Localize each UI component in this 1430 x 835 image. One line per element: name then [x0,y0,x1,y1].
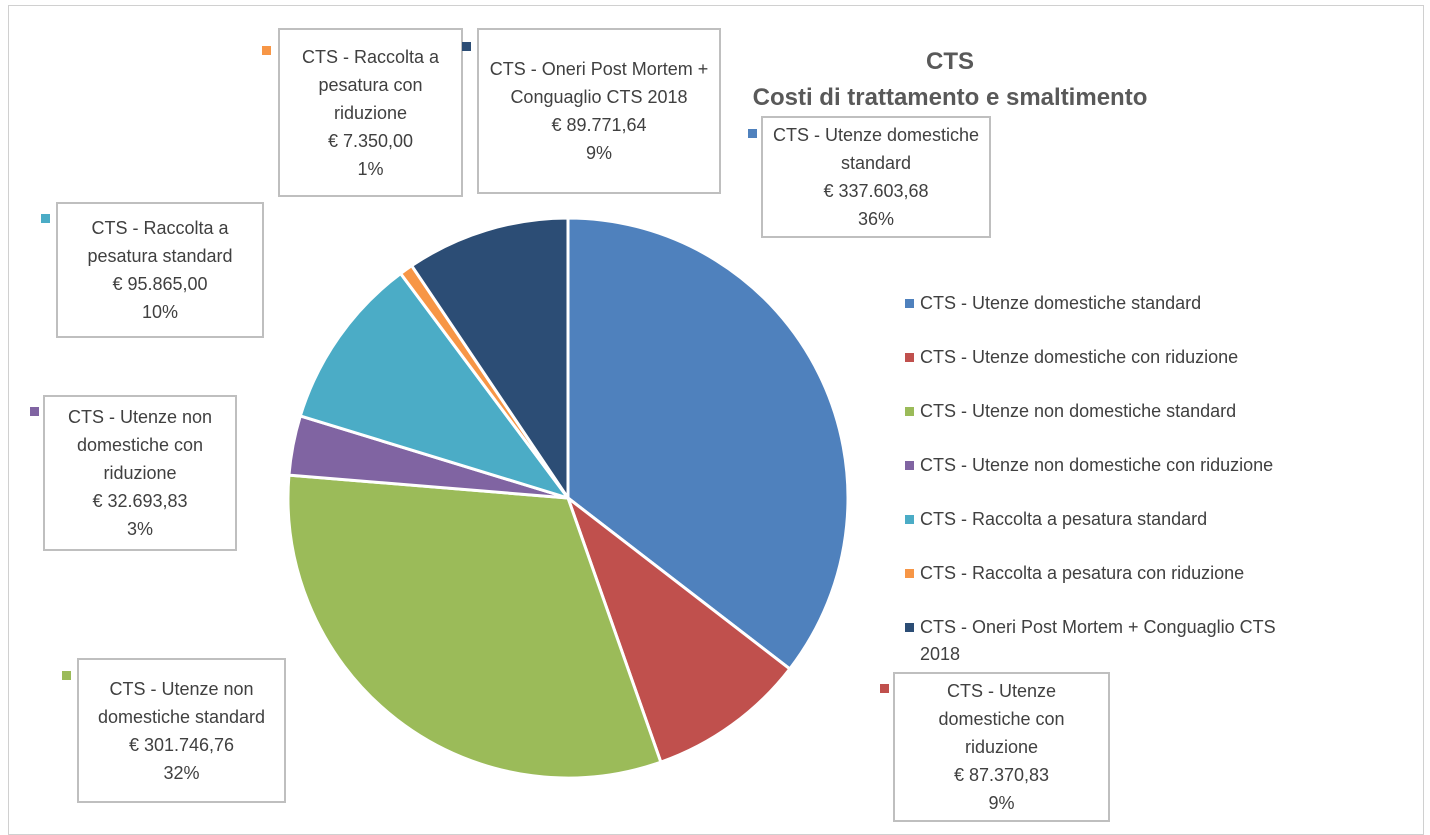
callout-percent: 36% [857,209,895,229]
data-callout: CTS - Raccolta a pesatura standard € 95.8… [56,202,264,338]
callout-category: CTS - Utenze domestiche con riduzione [938,681,1065,757]
chart-subtitle: Costi di trattamento e smaltimento [752,84,1148,111]
pie-slice [298,271,572,501]
callout-marker [880,684,889,693]
legend-entry: CTS - Utenze domestiche standard [920,293,1202,313]
callout-category: CTS - Raccolta a pesatura standard [87,218,233,266]
callout-value: € 95.865,00 [112,274,208,294]
legend-entry: CTS - Raccolta a pesatura con riduzione [920,563,1245,583]
callout-category: CTS - Utenze domestiche standard [772,125,980,173]
callout-percent: 1% [357,158,384,179]
callout-value: € 337.603,68 [823,181,929,201]
pie-slice [286,473,663,780]
data-callout: CTS - Raccolta a pesatura con riduzione €… [278,28,463,197]
legend-marker [905,407,914,416]
data-callout: CTS - Utenze non domestiche standard € 30… [77,658,286,803]
callout-category: CTS - Oneri Post Mortem + Conguaglio CTS… [489,59,709,107]
chart-title: CTS [926,48,974,75]
callout-category: CTS - Utenze non domestiche standard [97,678,266,727]
callout-percent: 9% [988,793,1015,813]
data-callout: CTS - Oneri Post Mortem + Conguaglio CTS… [477,28,721,194]
callout-marker [62,671,71,680]
legend-entry: CTS - Utenze domestiche con riduzione [920,347,1239,367]
legend-marker [905,569,914,578]
callout-category: CTS - Utenze non domestiche con riduzion… [67,407,213,483]
legend-entry: CTS - Oneri Post Mortem + Conguaglio CTS… [920,617,1276,664]
callout-value: € 87.370,83 [953,765,1050,785]
callout-marker [41,214,50,223]
data-callout: CTS - Utenze non domestiche con riduzion… [43,395,237,551]
legend-marker [905,461,914,470]
callout-marker [748,129,757,138]
callout-percent: 32% [163,762,200,783]
callout-value: € 89.771,64 [551,115,647,135]
callout-marker [30,407,39,416]
callout-percent: 9% [585,143,612,163]
callout-marker [262,46,271,55]
data-callout: CTS - Utenze domestiche con riduzione € 8… [893,672,1110,822]
callout-value: € 32.693,83 [92,491,188,511]
callout-value: € 7.350,00 [327,130,414,151]
legend-marker [905,353,914,362]
callout-marker [462,42,471,51]
pie-slice [566,216,850,671]
pie-slice [564,493,792,765]
pie-slice [409,216,570,503]
callout-percent: 3% [126,519,153,539]
legend-marker [905,623,914,632]
legend-marker [905,299,914,308]
legend-entry: CTS - Utenze non domestiche standard [920,401,1237,421]
legend-entry: CTS - Utenze non domestiche con riduzion… [920,455,1274,475]
data-callout: CTS - Utenze domestiche standard € 337.60… [761,116,991,238]
legend-marker [905,515,914,524]
callout-category: CTS - Raccolta a pesatura con riduzione [301,46,440,123]
callout-percent: 10% [141,302,179,322]
legend-entry: CTS - Raccolta a pesatura standard [920,509,1208,529]
callout-value: € 301.746,76 [128,734,235,755]
